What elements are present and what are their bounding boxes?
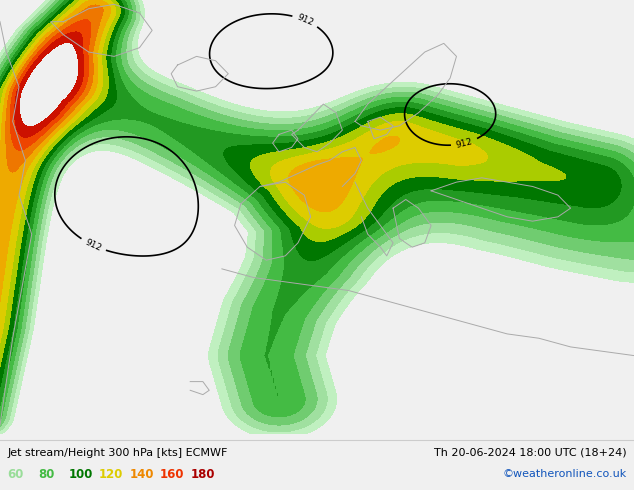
- Text: 912: 912: [84, 238, 103, 253]
- Text: Th 20-06-2024 18:00 UTC (18+24): Th 20-06-2024 18:00 UTC (18+24): [434, 448, 626, 458]
- Text: Jet stream/Height 300 hPa [kts] ECMWF: Jet stream/Height 300 hPa [kts] ECMWF: [8, 448, 228, 458]
- Text: 80: 80: [38, 468, 55, 481]
- Text: 120: 120: [99, 468, 123, 481]
- Text: 140: 140: [129, 468, 154, 481]
- Text: 912: 912: [455, 137, 474, 149]
- Text: 912: 912: [295, 13, 315, 28]
- Text: 60: 60: [8, 468, 24, 481]
- Text: 100: 100: [68, 468, 93, 481]
- Text: 180: 180: [190, 468, 215, 481]
- Text: 160: 160: [160, 468, 184, 481]
- Text: ©weatheronline.co.uk: ©weatheronline.co.uk: [502, 469, 626, 479]
